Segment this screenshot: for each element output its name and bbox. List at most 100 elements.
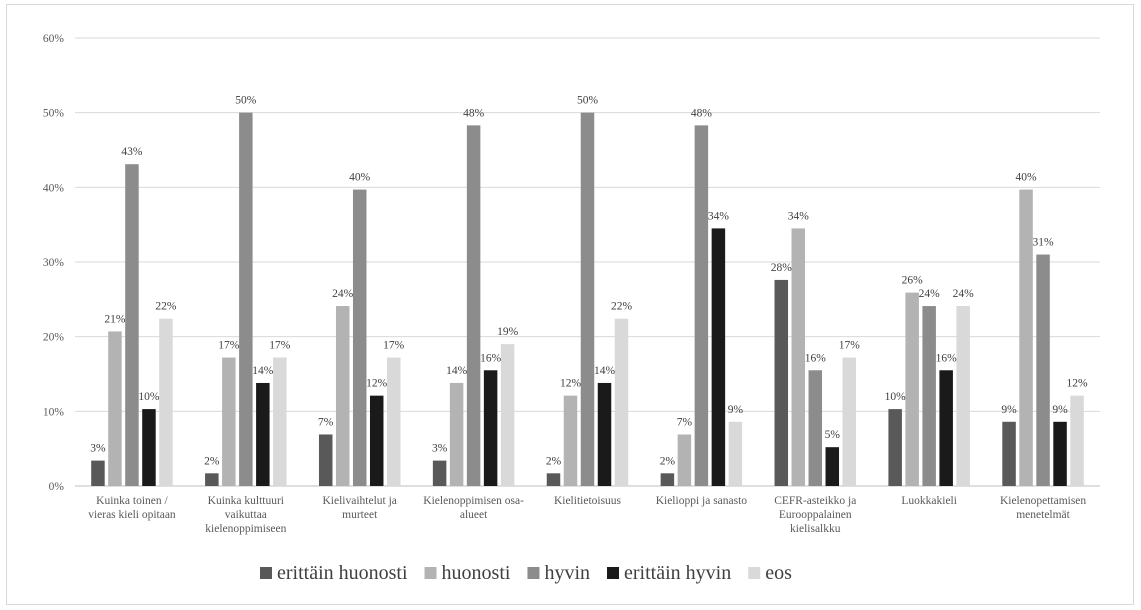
data-label: 2% <box>660 455 676 467</box>
bar <box>546 473 561 486</box>
legend-label: huonosti <box>442 562 511 584</box>
y-axis-ticks: 0% 10% 20% 30% 40% 50% 60% <box>43 33 65 493</box>
bar <box>142 409 156 486</box>
x-axis-categories: Kuinka toinen / vieras kieli opitaan Kuink… <box>88 495 1086 535</box>
legend-swatch <box>607 567 620 579</box>
bar <box>711 228 726 486</box>
x-tick-label: Kuinka toinen / vieras kieli opitaan <box>88 495 176 521</box>
bar <box>466 125 481 487</box>
bar <box>580 112 595 487</box>
bar <box>825 447 840 486</box>
data-label: 24% <box>953 288 975 300</box>
legend-label: hyvin <box>544 562 590 584</box>
bar <box>239 112 253 487</box>
y-tick-label: 0% <box>49 481 65 493</box>
x-tick-label: Kielenoppimisen osa-alueet <box>423 495 524 521</box>
data-label: 12% <box>560 378 582 390</box>
data-label: 22% <box>611 301 633 313</box>
bar <box>125 164 139 487</box>
y-tick-label: 20% <box>43 332 65 344</box>
bar <box>774 279 789 486</box>
legend-swatch <box>527 567 540 579</box>
bar <box>205 473 219 486</box>
bar <box>939 370 953 486</box>
bar <box>922 306 936 486</box>
legend-label: erittäin huonosti <box>277 562 408 584</box>
bar <box>905 292 919 486</box>
bar <box>449 382 464 486</box>
bar <box>1002 421 1016 486</box>
bar <box>614 318 629 486</box>
bar <box>500 344 515 486</box>
bar <box>273 357 287 486</box>
bar <box>352 189 367 486</box>
data-label: 21% <box>104 313 126 325</box>
data-label: 34% <box>708 210 730 222</box>
data-label: 19% <box>497 326 519 338</box>
bar <box>1070 395 1084 486</box>
bar <box>1053 421 1067 486</box>
x-tick-label: Kielivaihtelut ja murteet <box>323 495 397 521</box>
data-label: 24% <box>919 288 941 300</box>
bar <box>483 370 498 486</box>
x-tick-label: CEFR-asteikko ja Eurooppalainen kielisalkk… <box>774 495 856 535</box>
data-label: 48% <box>463 107 485 119</box>
data-label: 14% <box>446 365 468 377</box>
bar <box>677 434 692 486</box>
legend-swatch <box>424 567 437 579</box>
x-tick-label: Luokkakieli <box>901 495 957 507</box>
data-label: 17% <box>839 340 861 352</box>
data-label: 48% <box>691 107 713 119</box>
data-label: 7% <box>677 416 693 428</box>
chart-frame <box>6 4 1134 605</box>
bar <box>369 395 384 486</box>
data-label: 14% <box>594 365 616 377</box>
data-label: 9% <box>728 404 744 416</box>
data-label: 16% <box>805 352 827 364</box>
data-label: 17% <box>218 340 240 352</box>
data-label: 5% <box>825 429 841 441</box>
bar <box>91 460 105 486</box>
data-label: 50% <box>577 95 599 107</box>
bar <box>888 409 902 486</box>
y-tick-label: 30% <box>43 257 65 269</box>
bar <box>694 125 709 487</box>
data-label: 34% <box>788 210 810 222</box>
legend-swatch <box>748 567 761 579</box>
bar <box>1036 254 1050 486</box>
y-tick-label: 40% <box>43 182 65 194</box>
data-label: 16% <box>936 352 958 364</box>
data-label: 10% <box>885 391 907 403</box>
bar <box>660 473 675 486</box>
data-label: 12% <box>1067 378 1089 390</box>
data-label: 17% <box>269 340 291 352</box>
bar <box>386 357 401 486</box>
bar <box>956 306 970 486</box>
bar <box>335 306 350 486</box>
data-label: 9% <box>1001 404 1017 416</box>
data-label: 50% <box>235 95 257 107</box>
x-tick-label: Kielitietoisuus <box>554 495 622 507</box>
data-label: 40% <box>349 172 371 184</box>
bar <box>728 421 743 486</box>
data-label: 10% <box>138 391 160 403</box>
bar <box>597 382 612 486</box>
data-label: 7% <box>318 416 334 428</box>
bar <box>1019 189 1033 486</box>
bar <box>808 370 823 486</box>
legend-label: erittäin hyvin <box>624 562 731 584</box>
data-label: 43% <box>121 146 143 158</box>
data-label: 17% <box>383 340 405 352</box>
data-label: 16% <box>480 352 502 364</box>
bar <box>318 434 333 486</box>
legend-swatch <box>260 567 272 579</box>
bar <box>159 318 173 486</box>
bar <box>222 357 236 486</box>
bar <box>842 357 857 486</box>
y-tick-label: 10% <box>43 406 65 418</box>
bar <box>791 228 806 486</box>
data-label: 3% <box>90 443 106 455</box>
bars <box>91 112 1084 487</box>
y-tick-label: 50% <box>43 108 65 120</box>
data-label: 31% <box>1033 237 1055 249</box>
